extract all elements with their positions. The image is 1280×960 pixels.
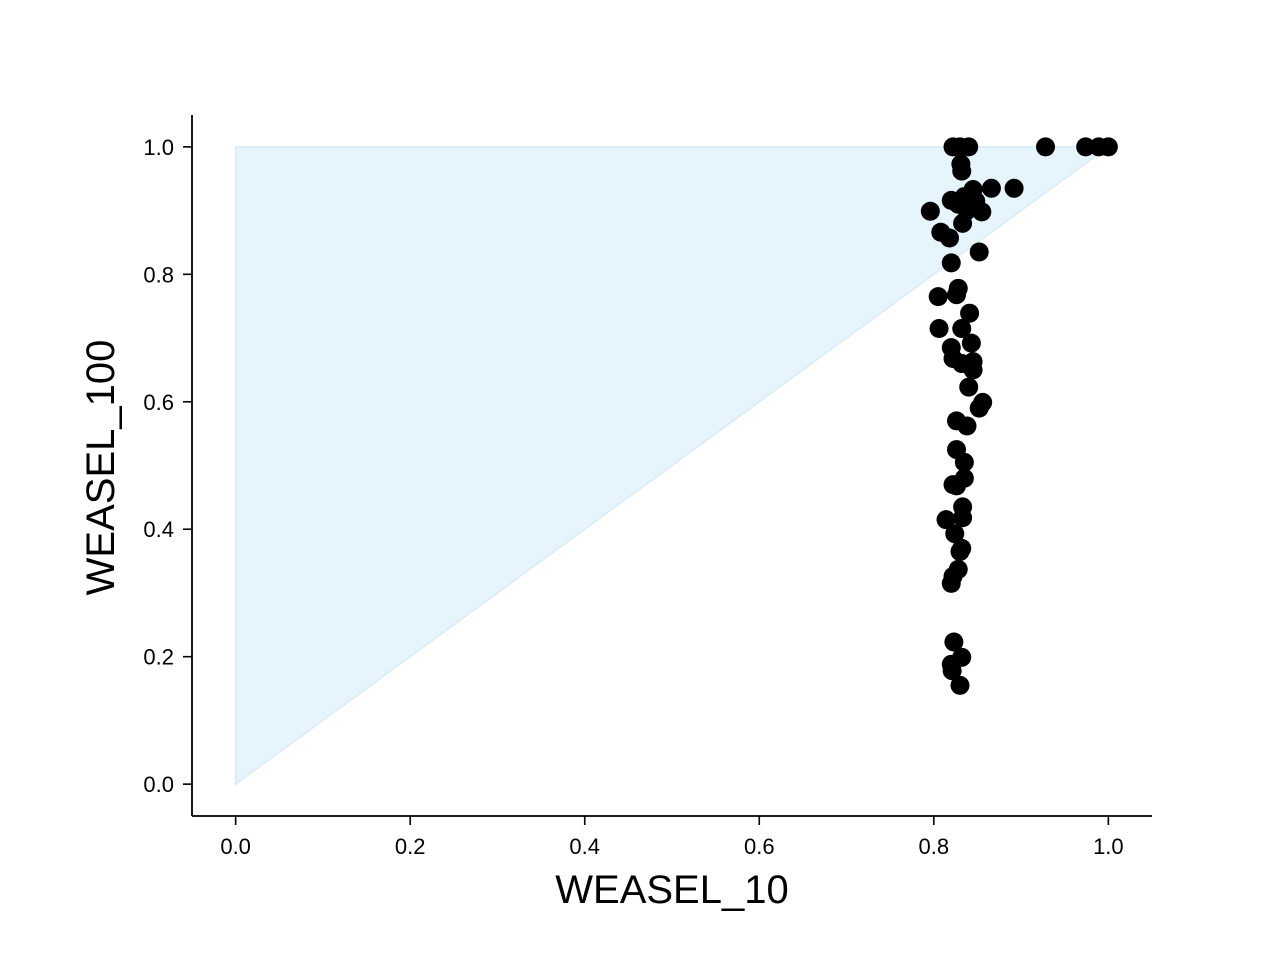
- y-tick-label: 1.0: [143, 135, 174, 160]
- y-axis-label: WEASEL_100: [79, 340, 123, 596]
- data-point: [941, 253, 961, 273]
- data-point: [1004, 178, 1024, 198]
- x-tick-label: 0.4: [569, 834, 600, 859]
- data-point: [952, 161, 972, 181]
- data-point: [953, 508, 973, 528]
- data-point: [942, 661, 962, 681]
- y-tick-label: 0.0: [143, 772, 174, 797]
- x-tick-label: 0.2: [395, 834, 426, 859]
- x-axis-label: WEASEL_10: [555, 868, 788, 912]
- x-tick-label: 0.6: [744, 834, 775, 859]
- data-point: [960, 303, 980, 323]
- plot-region: [234, 146, 1111, 786]
- data-point: [1098, 137, 1118, 157]
- data-point: [959, 137, 979, 157]
- data-point: [959, 377, 979, 397]
- y-tick-label: 0.4: [143, 517, 174, 542]
- data-point: [969, 398, 989, 418]
- axes: 0.0 0.2 0.4 0.6 0.8 1.0 0.0 0.2 0.4 0.6 0.8 1.0: [143, 115, 1152, 859]
- data-point: [1076, 137, 1096, 157]
- y-tick-label: 0.2: [143, 645, 174, 670]
- shaded-region: [234, 146, 1111, 786]
- data-point: [945, 524, 965, 544]
- scatter-points: [920, 137, 1118, 695]
- data-point: [941, 573, 961, 593]
- x-tick-label: 0.8: [919, 834, 950, 859]
- data-point: [981, 178, 1001, 198]
- x-tick-label: 0.0: [220, 834, 251, 859]
- data-point: [936, 510, 956, 530]
- data-point: [972, 202, 992, 222]
- data-point: [944, 632, 964, 652]
- data-point: [954, 452, 974, 472]
- data-point: [947, 476, 967, 496]
- data-point: [963, 360, 983, 380]
- data-point: [1036, 137, 1056, 157]
- y-tick-label: 0.6: [143, 390, 174, 415]
- data-point: [920, 201, 940, 221]
- data-point: [950, 675, 970, 695]
- data-point: [961, 333, 981, 353]
- data-point: [952, 318, 972, 338]
- data-point: [953, 213, 973, 233]
- y-tick-label: 0.8: [143, 262, 174, 287]
- data-point: [947, 285, 967, 305]
- data-point: [969, 242, 989, 262]
- data-point: [929, 318, 949, 338]
- data-point: [950, 542, 970, 562]
- data-point: [928, 287, 948, 307]
- data-point: [957, 416, 977, 436]
- data-point: [940, 228, 960, 248]
- x-tick-label: 1.0: [1093, 834, 1124, 859]
